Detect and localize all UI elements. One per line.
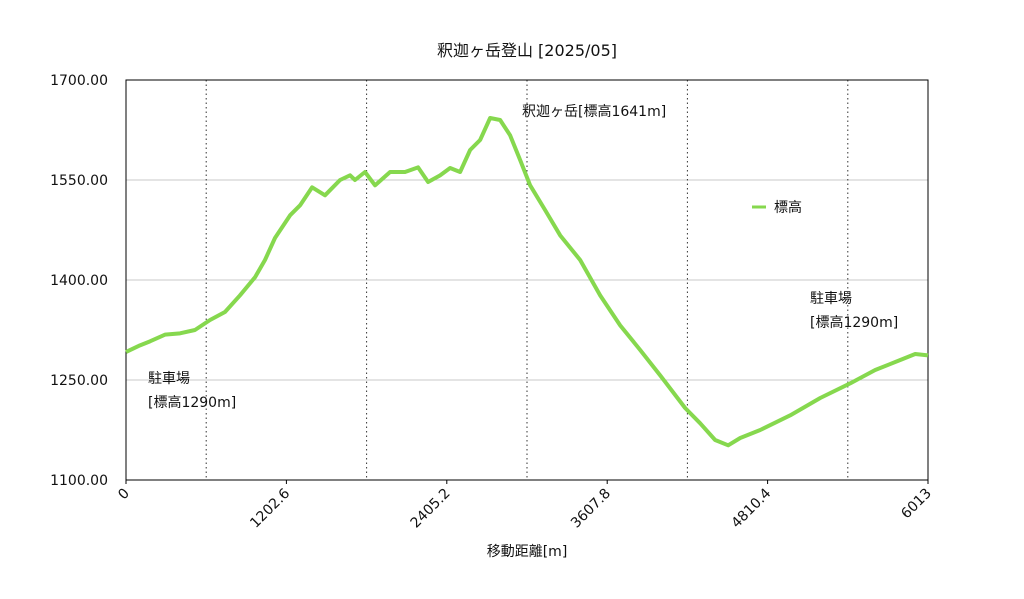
y-tick-label: 1550.00 xyxy=(50,173,108,189)
elevation-line xyxy=(125,116,929,448)
y-tick-label: 1400.00 xyxy=(50,273,108,289)
x-tick-label: 3607.8 xyxy=(568,486,614,532)
plot-frame xyxy=(125,79,929,481)
y-tick-label: 1100.00 xyxy=(50,473,108,489)
y-tick-label: 1700.00 xyxy=(50,73,108,89)
y-tick-label: 1250.00 xyxy=(50,373,108,389)
x-tick-label: 2405.2 xyxy=(408,486,454,532)
annotation: [標高1290m] xyxy=(810,314,898,331)
x-tick-label: 4810.4 xyxy=(728,485,774,531)
x-tick-label: 1202.6 xyxy=(247,485,293,531)
x-axis-label: 移動距離[m] xyxy=(487,543,568,560)
chart-title: 釈迦ヶ岳登山 [2025/05] xyxy=(437,41,617,60)
x-tick-label: 6013 xyxy=(898,486,935,523)
annotation: 駐車場 xyxy=(810,290,852,307)
annotation: 釈迦ヶ岳[標高1641m] xyxy=(522,103,666,120)
legend-label: 標高 xyxy=(774,199,802,216)
annotation: [標高1290m] xyxy=(148,394,236,411)
annotation: 駐車場 xyxy=(148,370,190,387)
x-tick-label: 0 xyxy=(115,486,133,504)
